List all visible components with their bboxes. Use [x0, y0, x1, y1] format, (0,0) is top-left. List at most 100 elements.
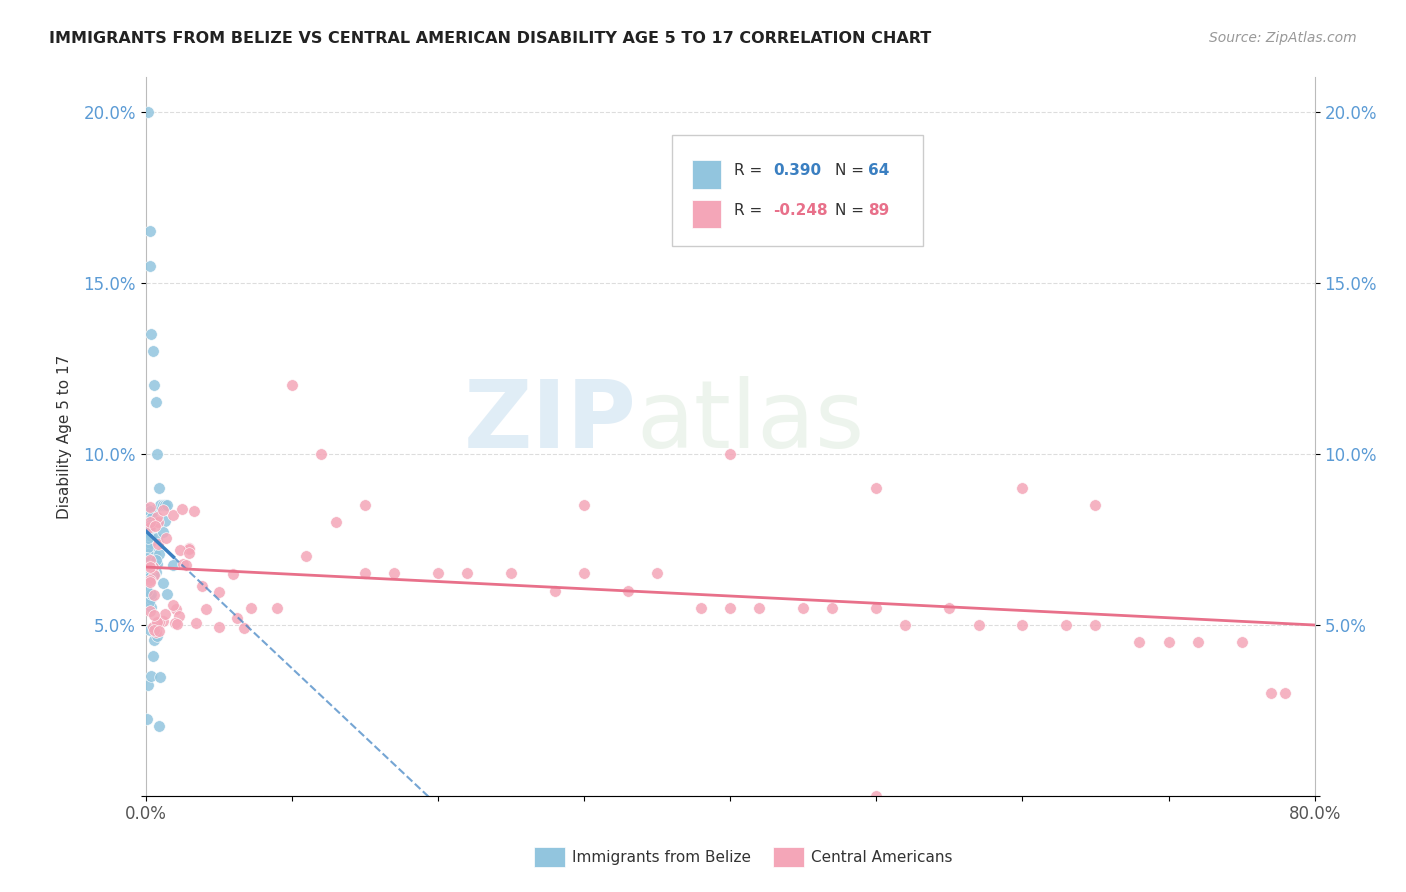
Point: [149, 498, 172, 512]
Point: [325, 515, 347, 529]
Point: [139, 224, 162, 238]
Point: [152, 498, 174, 512]
Point: [143, 378, 166, 392]
Text: atlas: atlas: [637, 376, 865, 468]
Point: [152, 614, 174, 628]
Text: 89: 89: [868, 202, 890, 218]
Point: [141, 553, 163, 567]
Point: [139, 591, 162, 606]
Point: [572, 566, 595, 581]
Point: [191, 579, 214, 593]
Point: [136, 521, 159, 535]
Point: [142, 588, 165, 602]
Point: [139, 521, 162, 535]
FancyBboxPatch shape: [692, 160, 721, 189]
Point: [1011, 481, 1033, 495]
Point: [142, 648, 165, 663]
Point: [499, 566, 522, 581]
FancyBboxPatch shape: [672, 135, 922, 246]
Point: [208, 620, 231, 634]
Point: [138, 595, 160, 609]
Point: [295, 549, 318, 564]
Point: [1230, 635, 1253, 649]
Point: [136, 532, 159, 546]
Point: [239, 601, 262, 615]
Text: R =: R =: [734, 202, 766, 218]
Point: [353, 566, 375, 581]
Point: [139, 518, 162, 533]
Point: [142, 559, 165, 574]
Point: [141, 669, 163, 683]
Point: [174, 558, 197, 572]
Point: [139, 560, 162, 574]
Point: [1011, 617, 1033, 632]
Point: [141, 509, 163, 524]
Point: [136, 583, 159, 598]
Point: [152, 524, 174, 539]
Point: [233, 621, 256, 635]
Point: [145, 624, 167, 639]
Point: [153, 607, 176, 622]
Point: [136, 547, 159, 561]
Point: [186, 615, 208, 630]
Point: [544, 583, 567, 598]
Text: 0.390: 0.390: [773, 163, 821, 178]
Point: [179, 541, 201, 555]
Point: [145, 566, 167, 580]
Point: [172, 557, 194, 571]
Point: [139, 604, 162, 618]
Point: [138, 677, 160, 691]
Point: [143, 567, 166, 582]
Point: [165, 602, 187, 616]
Point: [139, 553, 162, 567]
Point: [138, 535, 160, 549]
Point: [146, 531, 169, 545]
Text: N =: N =: [835, 202, 869, 218]
Point: [225, 611, 247, 625]
Point: [139, 573, 162, 587]
Point: [146, 629, 169, 643]
Point: [207, 585, 229, 599]
Point: [179, 541, 201, 556]
Point: [821, 600, 844, 615]
Point: [938, 600, 960, 615]
Text: IMMIGRANTS FROM BELIZE VS CENTRAL AMERICAN DISABILITY AGE 5 TO 17 CORRELATION CH: IMMIGRANTS FROM BELIZE VS CENTRAL AMERIC…: [49, 31, 931, 46]
Point: [967, 617, 990, 632]
Point: [155, 531, 177, 545]
Point: [456, 566, 478, 581]
Point: [138, 555, 160, 569]
Point: [145, 557, 167, 571]
Point: [139, 529, 162, 543]
Point: [1128, 635, 1150, 649]
Text: Central Americans: Central Americans: [811, 850, 953, 864]
Point: [156, 587, 179, 601]
Point: [139, 558, 162, 573]
Point: [162, 508, 184, 523]
Point: [792, 600, 814, 615]
Point: [865, 481, 887, 495]
Text: Source: ZipAtlas.com: Source: ZipAtlas.com: [1209, 31, 1357, 45]
Point: [136, 550, 159, 565]
Point: [153, 514, 176, 528]
Point: [426, 566, 449, 581]
Point: [136, 569, 159, 583]
Point: [1054, 617, 1077, 632]
Point: [162, 598, 184, 612]
Point: [1084, 617, 1107, 632]
Point: [353, 498, 375, 512]
Point: [689, 600, 711, 615]
Point: [142, 502, 165, 516]
Point: [166, 617, 188, 632]
Point: [1084, 498, 1107, 512]
Point: [139, 520, 162, 534]
Point: [183, 503, 205, 517]
Point: [139, 574, 162, 589]
Point: [142, 620, 165, 634]
Point: [645, 566, 668, 581]
Point: [195, 602, 218, 616]
Point: [148, 547, 170, 561]
Point: [146, 615, 169, 630]
Point: [139, 259, 162, 273]
Point: [177, 546, 200, 560]
Text: N =: N =: [835, 163, 869, 178]
